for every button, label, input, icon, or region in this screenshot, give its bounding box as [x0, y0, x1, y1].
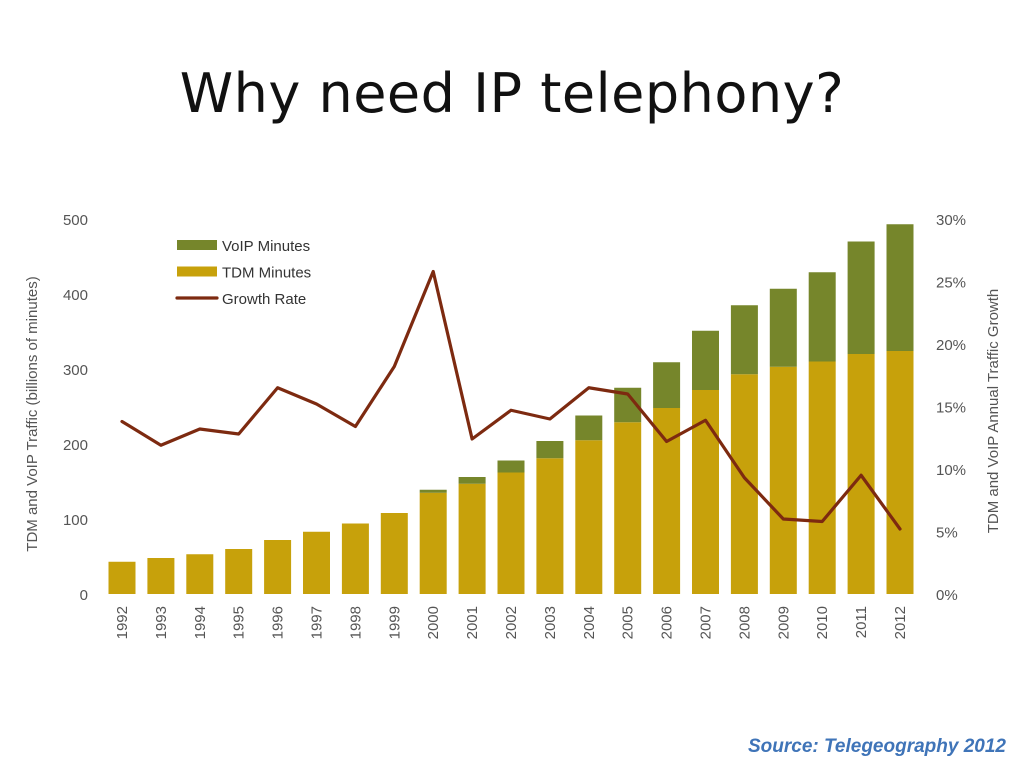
bar-voip-2009	[769, 288, 797, 367]
x-tick-label-2012: 2012	[892, 606, 909, 639]
x-tick-label-2010: 2010	[814, 606, 831, 639]
y-right-axis-label: TDM and VoIP Annual Traffic Growth	[985, 289, 1002, 534]
bar-tdm-1993	[147, 558, 175, 594]
y-right-tick-label: 5%	[936, 525, 958, 542]
bar-tdm-1996	[264, 540, 292, 594]
y-right-tick-label: 15%	[936, 400, 966, 417]
x-tick-label-1993: 1993	[153, 606, 170, 639]
y-right-tick-label: 20%	[936, 337, 966, 354]
source-note: Source: Telegeography 2012	[747, 736, 1006, 757]
y-left-tick-label: 300	[63, 362, 88, 379]
bar-tdm-1999	[380, 513, 408, 594]
bar-voip-2006	[653, 362, 681, 408]
y-right-tick-label: 30%	[936, 212, 966, 229]
x-tick-label-1999: 1999	[386, 606, 403, 639]
bar-voip-2008	[730, 305, 758, 375]
bar-voip-2002	[497, 460, 525, 473]
bar-voip-2012	[886, 224, 914, 351]
x-tick-label-2002: 2002	[503, 606, 520, 639]
growth-line-layer	[120, 269, 902, 531]
legend-label-tdm-minutes: TDM Minutes	[222, 265, 311, 282]
x-tick-label-1995: 1995	[231, 606, 248, 639]
bar-tdm-2000	[419, 492, 447, 594]
bar-tdm-2008	[730, 374, 758, 594]
x-tick-label-1996: 1996	[270, 606, 287, 639]
y-right-tick-label: 25%	[936, 275, 966, 292]
bar-tdm-1997	[303, 531, 330, 594]
y-right-tick-label: 10%	[936, 462, 966, 479]
bar-tdm-2001	[458, 483, 486, 594]
x-tick-label-2000: 2000	[425, 606, 442, 639]
bar-tdm-2005	[614, 422, 642, 594]
bar-tdm-1992	[108, 561, 136, 594]
bars-layer	[108, 224, 914, 594]
x-tick-label-2009: 2009	[775, 606, 792, 639]
legend: VoIP Minutes TDM Minutes Growth Rate	[175, 238, 311, 308]
bar-tdm-2010	[808, 361, 836, 594]
slide-title: Why need IP telephony?	[179, 62, 845, 125]
x-tick-label-2001: 2001	[464, 606, 481, 639]
bar-tdm-2004	[575, 440, 603, 594]
bar-voip-2010	[808, 272, 836, 362]
bar-voip-2004	[575, 415, 603, 441]
axes-layer: 0 100 200 300 400 500 0% 5% 10% 15% 20% 25% 30% 1992 1…	[24, 212, 1002, 639]
y-right-tick-label: 0%	[936, 587, 958, 604]
x-tick-label-2005: 2005	[620, 606, 637, 639]
x-tick-label-2008: 2008	[736, 606, 753, 639]
bar-tdm-1995	[225, 549, 253, 594]
bar-tdm-2002	[497, 472, 525, 594]
bar-voip-2003	[536, 441, 564, 459]
bar-tdm-2012	[886, 351, 914, 594]
y-left-tick-label: 200	[63, 437, 88, 454]
y-left-tick-label: 0	[80, 587, 88, 604]
legend-label-growth-rate: Growth Rate	[222, 291, 306, 308]
x-tick-label-1994: 1994	[192, 606, 209, 639]
bar-voip-2000	[419, 489, 447, 493]
x-tick-label-2007: 2007	[698, 606, 715, 639]
y-left-tick-label: 500	[63, 212, 88, 229]
x-tick-label-2011: 2011	[853, 606, 870, 638]
bar-tdm-1994	[186, 554, 214, 594]
bar-tdm-2009	[769, 366, 797, 594]
y-left-axis-label: TDM and VoIP Traffic (billions of minute…	[24, 276, 41, 551]
x-tick-label-2004: 2004	[581, 606, 598, 639]
x-tick-label-2006: 2006	[659, 606, 676, 639]
bar-tdm-1998	[341, 523, 369, 594]
x-tick-label-1992: 1992	[114, 606, 131, 639]
bar-voip-2011	[847, 241, 875, 354]
bar-voip-2007	[692, 330, 719, 390]
x-tick-label-1997: 1997	[309, 606, 326, 639]
bar-voip-2001	[458, 477, 486, 484]
x-tick-label-2003: 2003	[542, 606, 559, 639]
legend-swatch-tdm-minutes	[177, 266, 217, 277]
x-tick-label-1998: 1998	[347, 606, 364, 639]
bar-tdm-2003	[536, 458, 564, 594]
y-left-tick-label: 100	[63, 512, 88, 529]
legend-label-voip-minutes: VoIP Minutes	[222, 238, 310, 255]
legend-swatch-voip-minutes	[177, 240, 217, 250]
y-left-tick-label: 400	[63, 287, 88, 304]
